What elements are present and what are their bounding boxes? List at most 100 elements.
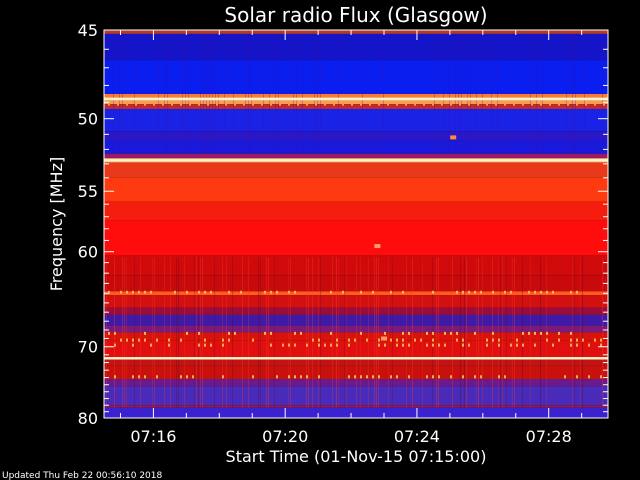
- emission-dot: [204, 343, 206, 347]
- emission-dot: [516, 338, 518, 342]
- emission-dot: [270, 343, 272, 347]
- emission-dot: [228, 338, 230, 342]
- emission-dot: [189, 102, 191, 106]
- emission-dot: [570, 331, 572, 335]
- texture-stripe: [478, 257, 479, 408]
- heatmap-band-13: [104, 177, 608, 202]
- texture-stripe: [184, 257, 185, 408]
- emission-dot: [276, 375, 278, 379]
- heatmap-band-6: [104, 104, 608, 109]
- texture-stripe: [232, 257, 233, 408]
- heatmap-band-5: [104, 100, 608, 105]
- emission-dot: [504, 102, 506, 106]
- emission-dot: [426, 375, 428, 379]
- emission-dot: [306, 343, 308, 347]
- emission-dot: [108, 102, 110, 106]
- emission-dot: [450, 331, 452, 335]
- emission-dot: [384, 343, 386, 347]
- emission-dot: [492, 338, 494, 342]
- emission-dot: [294, 290, 296, 294]
- emission-dot: [150, 343, 152, 347]
- emission-dot: [114, 375, 116, 379]
- emission-dot: [126, 102, 128, 106]
- emission-dot: [120, 290, 122, 294]
- emission-dot: [408, 375, 410, 379]
- texture-stripe: [251, 33, 252, 154]
- emission-dot: [318, 338, 320, 342]
- heatmap-band-20: [104, 307, 608, 315]
- y-tick-label: 60: [78, 243, 98, 262]
- emission-dot: [306, 375, 308, 379]
- emission-dot: [546, 338, 548, 342]
- emission-dot: [564, 375, 566, 379]
- emission-dot: [132, 343, 134, 347]
- emission-dot: [456, 331, 458, 335]
- emission-dot: [570, 338, 572, 342]
- emission-dot: [378, 102, 380, 106]
- emission-dot: [144, 331, 146, 335]
- emission-dot: [114, 331, 116, 335]
- emission-dot: [324, 343, 326, 347]
- emission-dot: [180, 375, 182, 379]
- bright-line-0: [104, 97, 608, 101]
- emission-dot: [138, 375, 140, 379]
- emission-dot: [300, 331, 302, 335]
- texture-stripe: [530, 257, 531, 408]
- emission-dot: [576, 375, 578, 379]
- emission-dot: [576, 338, 578, 342]
- emission-dot: [504, 375, 506, 379]
- emission-dots: [108, 102, 605, 379]
- emission-dot: [120, 338, 122, 342]
- emission-dot: [168, 343, 170, 347]
- emission-dot: [294, 375, 296, 379]
- emission-spot-2: [381, 336, 387, 341]
- heatmap-band-3: [104, 94, 608, 98]
- emission-dot: [558, 331, 560, 335]
- emission-dot: [567, 102, 569, 106]
- texture-stripe: [436, 257, 437, 408]
- y-tick-label: 80: [78, 409, 98, 428]
- emission-dot: [153, 102, 155, 106]
- emission-dot: [552, 290, 554, 294]
- texture-stripe: [170, 257, 171, 408]
- emission-dot: [552, 343, 554, 347]
- texture-stripe: [320, 257, 321, 408]
- texture-stripe: [312, 257, 313, 408]
- emission-dot: [528, 331, 530, 335]
- emission-dot: [234, 102, 236, 106]
- emission-dot: [264, 331, 266, 335]
- texture-stripe: [212, 33, 213, 154]
- emission-dot: [135, 102, 137, 106]
- emission-dot: [330, 343, 332, 347]
- texture-stripe: [388, 257, 389, 408]
- emission-dot: [330, 331, 332, 335]
- texture-stripe: [196, 257, 197, 408]
- texture-stripe: [317, 33, 318, 154]
- x-tick-label: 07:20: [262, 427, 308, 446]
- emission-dot: [168, 338, 170, 342]
- bright-line-2: [104, 159, 608, 162]
- emission-dot: [468, 290, 470, 294]
- emission-dot: [474, 331, 476, 335]
- texture-stripe: [506, 257, 507, 408]
- texture-stripe: [344, 257, 345, 408]
- emission-dot: [522, 343, 524, 347]
- texture-stripe: [248, 33, 249, 154]
- texture-stripe: [263, 33, 264, 154]
- emission-dot: [126, 338, 128, 342]
- emission-dot: [570, 343, 572, 347]
- emission-dot: [570, 290, 572, 294]
- texture-stripe: [122, 257, 123, 408]
- emission-dot: [522, 331, 524, 335]
- emission-dot: [114, 343, 116, 347]
- emission-dot: [270, 290, 272, 294]
- plot-area: [104, 30, 608, 418]
- emission-dot: [498, 375, 500, 379]
- emission-dot: [279, 102, 281, 106]
- emission-dot: [384, 331, 386, 335]
- texture-stripe: [288, 257, 289, 408]
- emission-dot: [387, 102, 389, 106]
- texture-stripe: [582, 257, 583, 408]
- texture-stripe: [374, 257, 375, 408]
- texture-stripe: [314, 33, 315, 154]
